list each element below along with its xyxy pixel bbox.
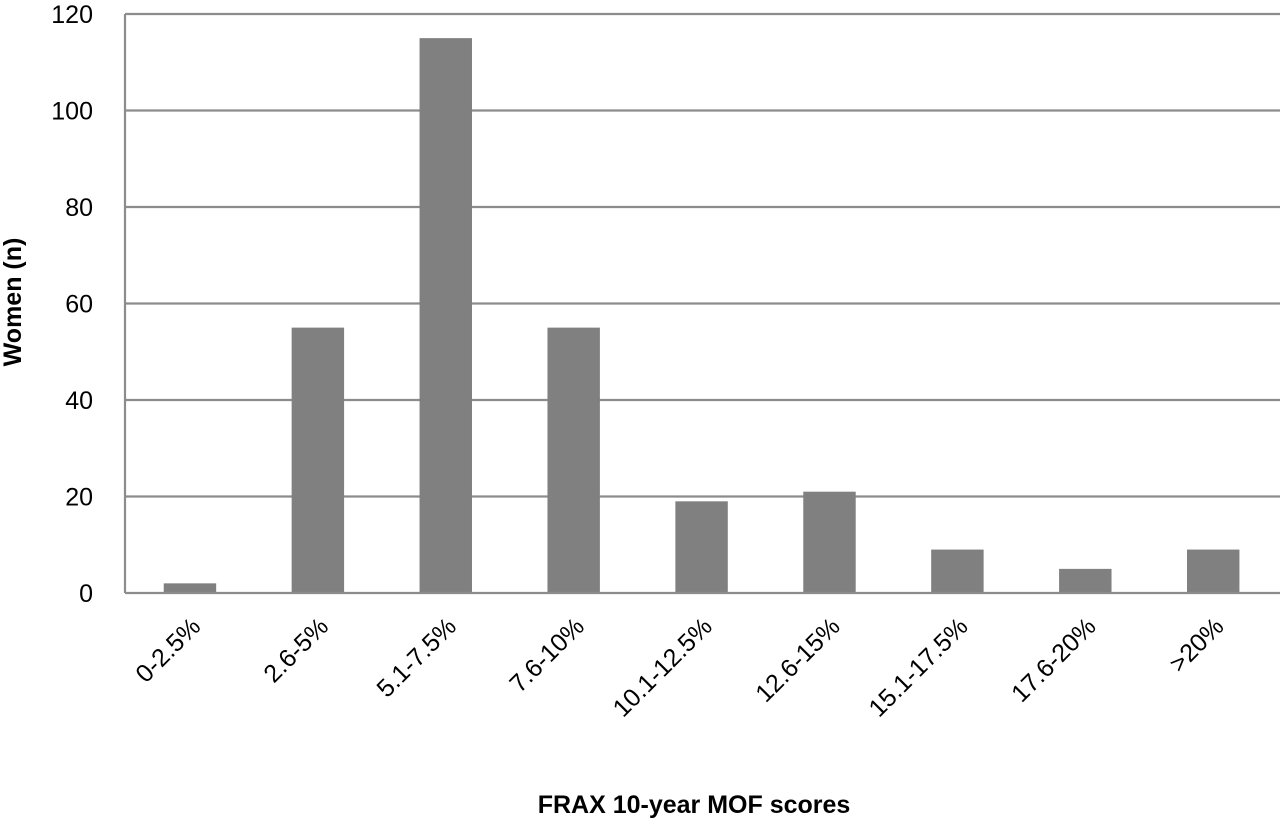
bar xyxy=(1059,568,1112,593)
x-tick-label: 7.6-10% xyxy=(504,612,590,698)
x-axis-title: FRAX 10-year MOF scores xyxy=(538,791,851,819)
x-tick-label: 5.1-7.5% xyxy=(371,612,462,703)
y-tick-label: 0 xyxy=(79,580,93,608)
x-tick-label: >20% xyxy=(1164,612,1230,678)
x-tick-label: 12.6-15% xyxy=(750,612,845,707)
y-tick-label: 100 xyxy=(51,98,93,126)
y-axis-title: Women (n) xyxy=(0,238,27,367)
y-tick-label: 20 xyxy=(65,484,93,512)
bar xyxy=(1186,549,1240,593)
x-tick-label: 10.1-12.5% xyxy=(608,612,718,722)
y-tick-label: 60 xyxy=(65,291,93,319)
y-tick-label: 80 xyxy=(65,194,93,222)
bar xyxy=(803,491,856,593)
bar xyxy=(291,327,345,593)
bar xyxy=(675,501,728,593)
y-tick-label: 120 xyxy=(51,1,93,29)
y-tick-labels: 0 20 40 60 80 100 120 xyxy=(51,1,93,608)
bar xyxy=(163,583,217,593)
x-tick-labels: 0-2.5% 2.6-5% 5.1-7.5% 7.6-10% 10.1-12.5% 12.… xyxy=(130,612,1229,722)
bar xyxy=(931,549,984,593)
x-tick-label: 0-2.5% xyxy=(130,612,206,688)
bars xyxy=(163,38,1240,593)
y-tick-label: 40 xyxy=(65,387,93,415)
x-tick-label: 2.6-5% xyxy=(258,612,334,688)
axes xyxy=(123,14,1280,595)
bar xyxy=(419,38,472,593)
x-tick-label: 17.6-20% xyxy=(1006,612,1101,707)
x-tick-label: 15.1-17.5% xyxy=(863,612,973,722)
bar xyxy=(547,327,600,593)
